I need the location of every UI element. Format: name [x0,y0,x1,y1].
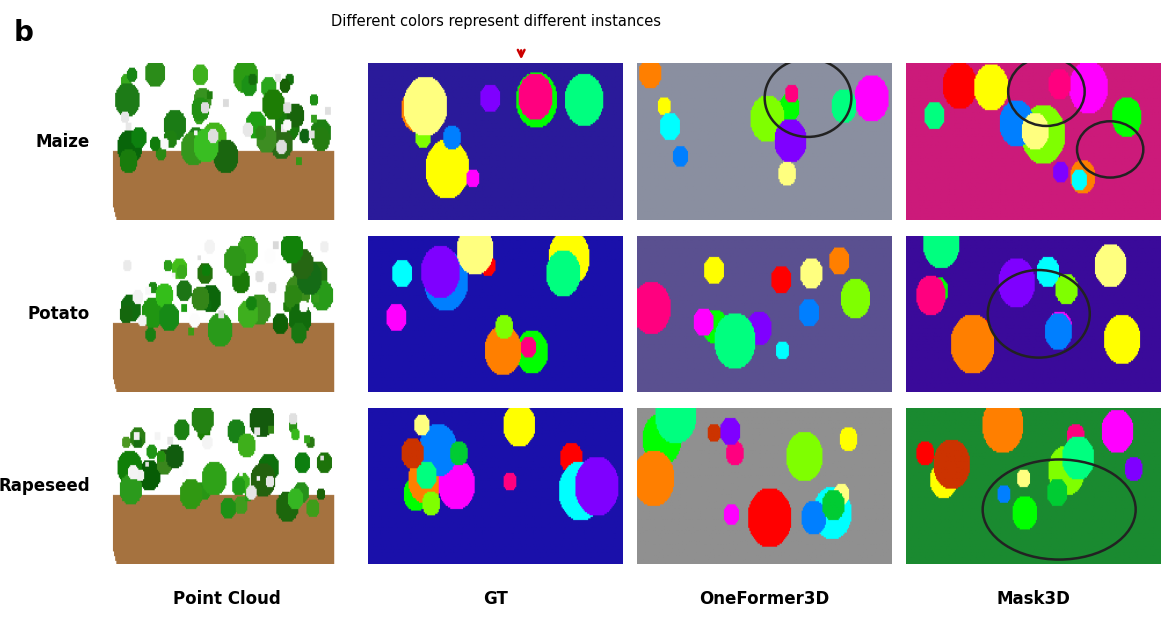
Text: b: b [14,19,34,47]
Text: GT: GT [483,590,508,607]
Text: Different colors represent different instances: Different colors represent different ins… [330,13,661,29]
Text: Rapeseed: Rapeseed [0,477,90,495]
Text: OneFormer3D: OneFormer3D [699,590,830,607]
Text: Maize: Maize [36,133,90,151]
Text: Mask3D: Mask3D [997,590,1070,607]
Text: Point Cloud: Point Cloud [173,590,280,607]
Text: Potato: Potato [28,305,90,323]
